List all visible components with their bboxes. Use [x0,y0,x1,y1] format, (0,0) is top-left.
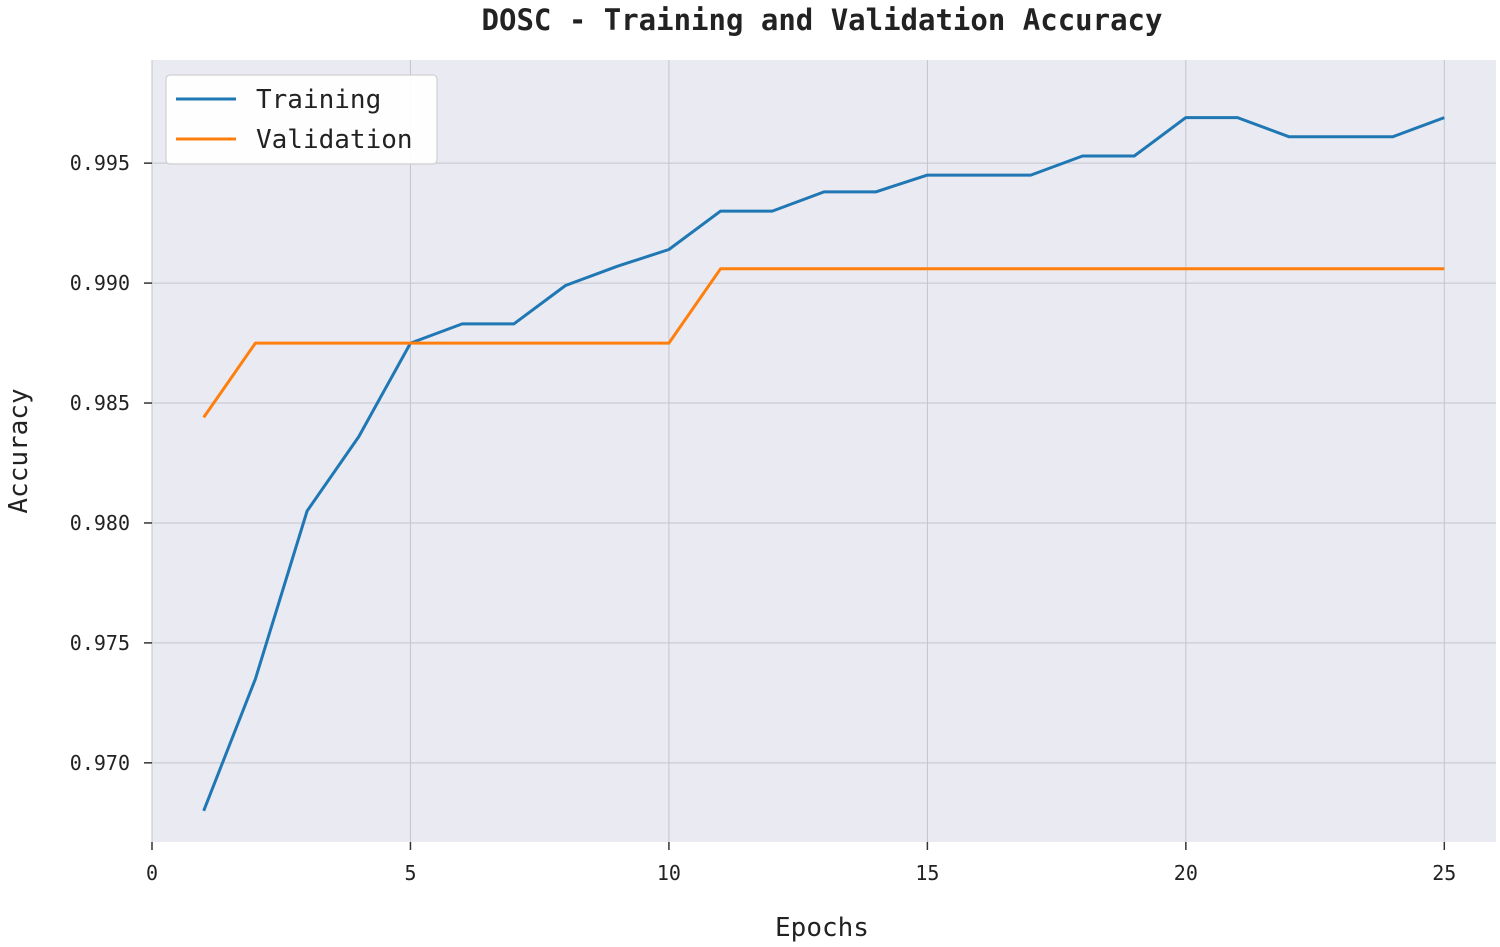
y-tick-label: 0.980 [70,511,130,535]
y-tick-label: 0.990 [70,271,130,295]
y-tick-label: 0.970 [70,751,130,775]
y-tick-label: 0.995 [70,151,130,175]
legend-label: Training [256,85,381,115]
y-axis-label: Accuracy [4,388,34,513]
plot-area [152,60,1496,842]
y-tick-label: 0.975 [70,631,130,655]
series-lines [202,116,1445,812]
x-tick-label: 5 [404,861,416,885]
y-tick-label: 0.985 [70,391,130,415]
series-line-validation [202,267,1445,419]
axes: 0 5 10 15 20 25 0.970 0.975 0.980 0.985 0.990 0.995 [70,151,1457,885]
x-tick-label: 10 [657,861,681,885]
x-tick-label: 25 [1432,861,1456,885]
legend: Training Validation [165,74,438,165]
chart-title: DOSC - Training and Validation Accuracy [482,3,1163,37]
x-axis-label: Epochs [775,913,869,943]
x-tick-label: 15 [915,861,939,885]
x-tick-label: 0 [146,861,158,885]
legend-box [165,74,438,165]
x-tick-label: 20 [1174,861,1198,885]
legend-label: Validation [256,125,413,155]
